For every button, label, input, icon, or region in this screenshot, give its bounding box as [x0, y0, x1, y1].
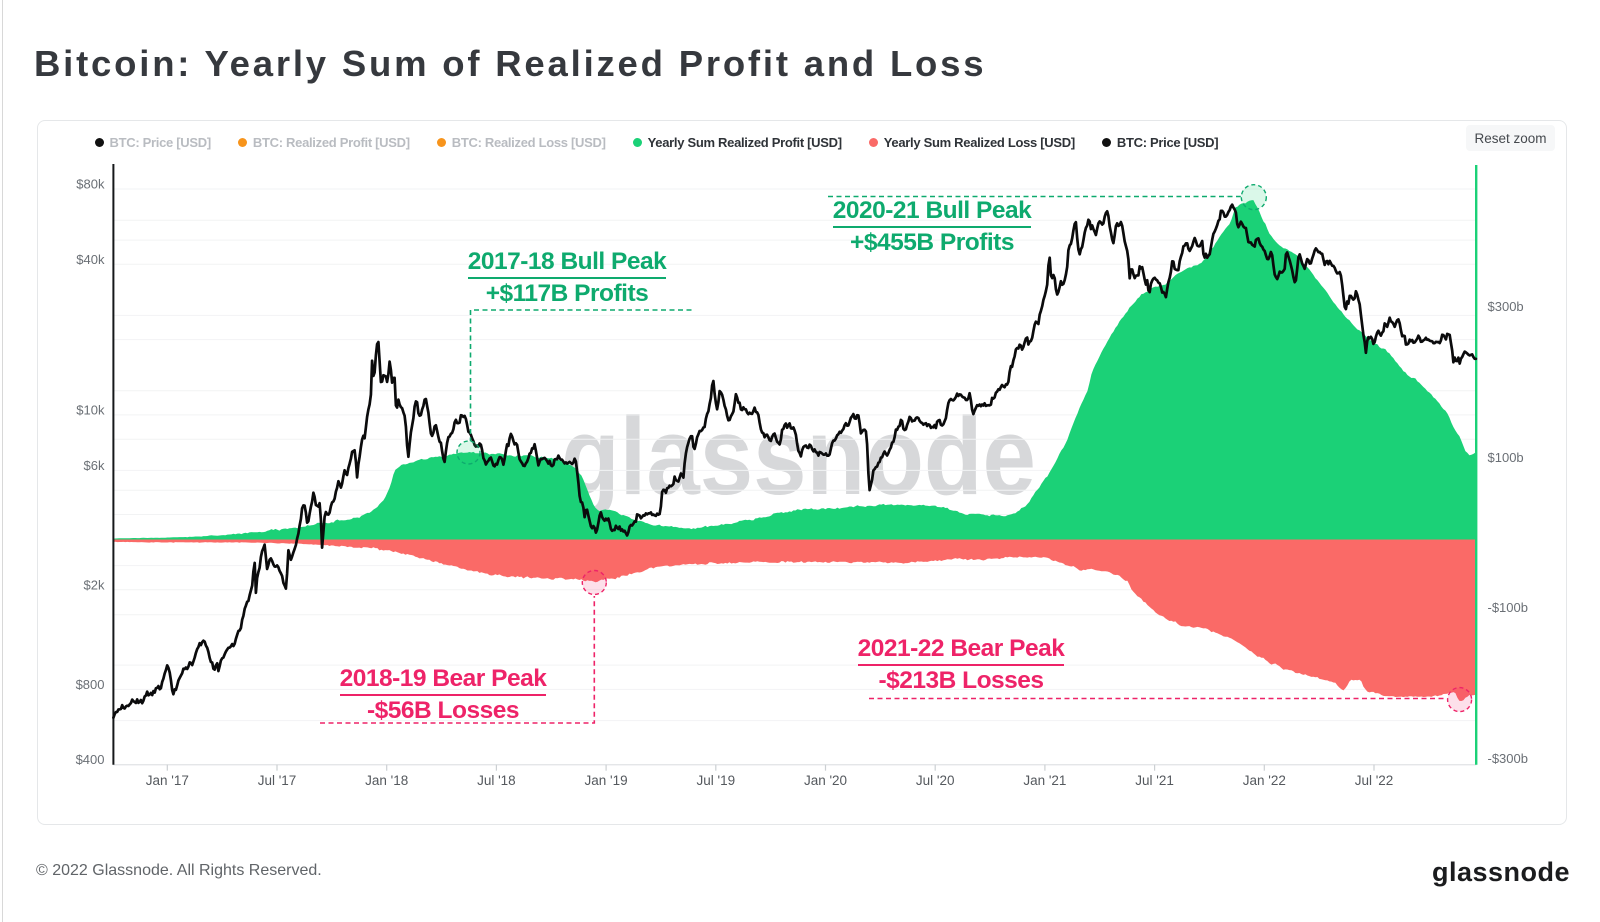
svg-text:$80k: $80k [76, 177, 105, 192]
svg-text:$300b: $300b [1488, 299, 1524, 314]
svg-text:-$300b: -$300b [1488, 751, 1528, 766]
svg-text:$800: $800 [76, 677, 105, 692]
svg-text:Jul '20: Jul '20 [916, 773, 955, 788]
svg-text:Jul '18: Jul '18 [477, 773, 516, 788]
svg-text:Jul '22: Jul '22 [1355, 773, 1394, 788]
svg-text:$10k: $10k [76, 402, 105, 417]
svg-text:Jan '22: Jan '22 [1243, 773, 1286, 788]
svg-text:-$100b: -$100b [1488, 600, 1528, 615]
svg-text:Jul '17: Jul '17 [258, 773, 297, 788]
svg-text:Jan '21: Jan '21 [1023, 773, 1066, 788]
svg-text:$40k: $40k [76, 252, 105, 267]
svg-text:$6k: $6k [84, 458, 105, 473]
svg-text:Jan '18: Jan '18 [365, 773, 408, 788]
svg-text:$2k: $2k [84, 577, 105, 592]
svg-text:Jul '21: Jul '21 [1135, 773, 1174, 788]
svg-text:Jul '19: Jul '19 [696, 773, 735, 788]
svg-text:Jan '19: Jan '19 [585, 773, 628, 788]
svg-text:Jan '20: Jan '20 [804, 773, 847, 788]
svg-text:$100b: $100b [1488, 450, 1524, 465]
svg-text:$400: $400 [76, 752, 105, 767]
svg-text:Jan '17: Jan '17 [146, 773, 189, 788]
